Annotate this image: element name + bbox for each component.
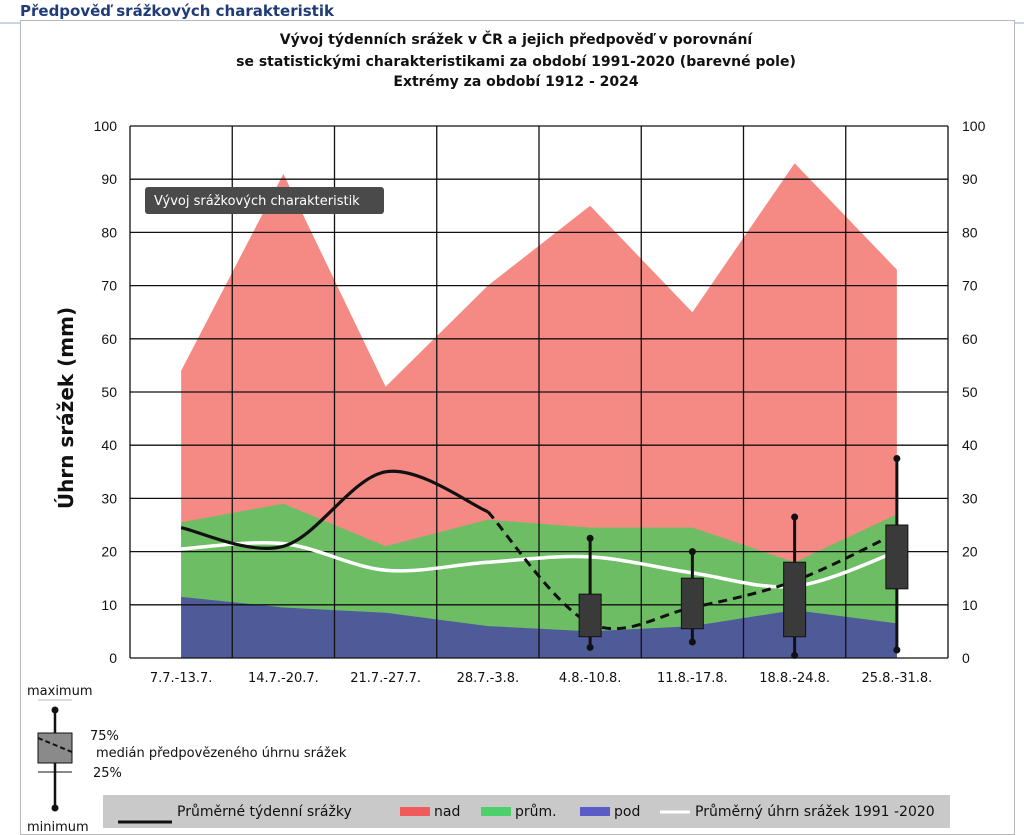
y-tick-label-right: 0 [962,650,970,666]
y-tick-label-left: 80 [101,224,117,240]
forecast-box [885,455,909,654]
y-axis-label: Úhrn srážek (mm) [54,307,78,509]
legend-color-swatch [580,807,610,816]
forecast-box [680,548,704,646]
y-tick-label-right: 10 [962,597,978,613]
legend-label: pod [614,804,640,820]
y-tick-label-left: 10 [101,597,117,613]
y-tick-label-right: 70 [962,278,978,294]
legend-background [103,795,950,828]
forecast-boxes [578,455,909,659]
x-category-label: 18.8.-24.8. [759,671,830,686]
chart-title-line: Extrémy za období 1912 - 2024 [393,74,638,90]
x-category-label: 4.8.-10.8. [559,671,622,686]
x-category-label: 25.8.-31.8. [861,671,932,686]
key-q25-label: 25% [93,766,122,781]
forecast-min-dot [586,643,594,651]
y-tick-label-left: 40 [101,437,117,453]
y-tick-label-right: 50 [962,384,978,400]
key-median-dash [37,737,73,753]
legend-label: nad [434,804,460,820]
forecast-box [783,513,807,659]
y-tick-label-left: 0 [109,650,117,666]
y-tick-label-left: 70 [101,278,117,294]
y-tick-label-right: 60 [962,331,978,347]
legend-label: prům. [515,804,557,820]
gridlines [129,125,949,659]
forecast-box-body [578,593,602,638]
y-tick-label-left: 100 [94,118,118,134]
forecast-box [578,534,602,651]
forecast-box-body [885,524,909,590]
y-tick-label-right: 80 [962,224,978,240]
tooltip: Vývoj srážkových charakteristik [145,187,384,214]
y-tick-label-left: 30 [101,490,117,506]
forecast-max-dot [586,534,594,542]
chart-title: Vývoj týdenních srážek v ČR a jejich pře… [236,30,796,90]
key-min-dot [51,804,59,812]
x-category-label: 7.7.-13.7. [150,671,213,686]
x-category-label: 21.7.-27.7. [350,671,421,686]
forecast-max-dot [791,513,799,521]
series-line-observed [180,469,489,550]
y-tick-label-left: 60 [101,331,117,347]
legend-color-swatch [400,807,430,816]
legend: Průměrné týdenní srážky nad prům. pod Průměr… [103,795,950,828]
legend-label: Průměrné týdenní srážky [177,804,352,820]
key-max-dot [51,706,59,714]
forecast-max-dot [688,548,696,556]
y-tick-label-right: 90 [962,171,978,187]
key-maximum-label: maximum [27,684,93,699]
tooltip-label: Vývoj srážkových charakteristik [154,194,360,209]
tooltip-background [145,187,384,214]
key-median-label: medián předpovězeného úhrnu srážek [96,746,347,761]
y-tick-label-right: 100 [962,118,986,134]
forecast-box-body [783,561,807,638]
y-tick-label-right: 30 [962,490,978,506]
y-tick-label-right: 40 [962,437,978,453]
x-category-label: 14.7.-20.7. [248,671,319,686]
y-tick-label-right: 20 [962,544,978,560]
y-tick-label-left: 90 [101,171,117,187]
axes: 0 0 10 10 20 20 30 30 40 40 50 50 60 60 70 70 80 80 90 90 10… [54,118,986,686]
x-category-label: 11.8.-17.8. [657,671,728,686]
box-key: maximum 75% medián předpovězeného úhrnu sr… [27,684,347,833]
y-tick-label-left: 20 [101,544,117,560]
y-tick-label-left: 50 [101,384,117,400]
chart-title-line: se statistickými charakteristikami za ob… [236,54,796,70]
x-category-label: 28.7.-3.8. [457,671,520,686]
forecast-max-dot [893,455,901,462]
key-minimum-label: minimum [27,820,89,833]
forecast-box-body [680,577,704,630]
key-box [37,732,73,764]
band-pod [181,596,897,658]
key-q75-label: 75% [90,729,119,744]
forecast-min-dot [893,646,901,654]
forecast-min-dot [688,638,696,646]
legend-label: Průměrný úhrn srážek 1991 -2020 [695,804,935,820]
forecast-min-dot [791,651,799,659]
page-heading: Předpověď srážkových charakteristik [20,2,334,20]
legend-color-swatch [481,807,511,816]
chart-title-line: Vývoj týdenních srážek v ČR a jejich pře… [280,30,754,48]
